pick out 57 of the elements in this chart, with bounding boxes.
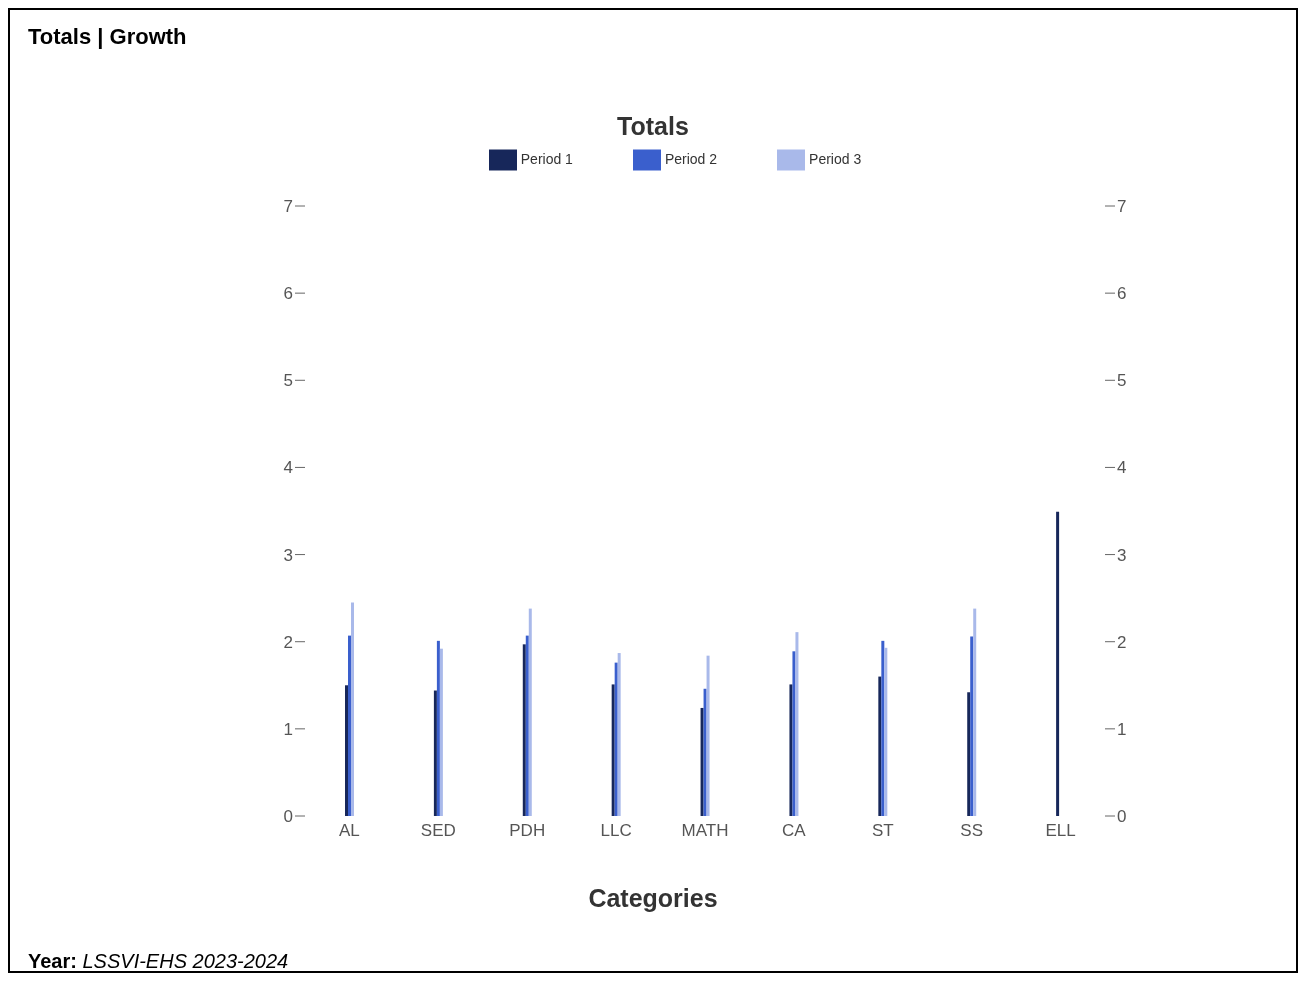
bar xyxy=(706,655,710,816)
bar xyxy=(700,707,704,816)
bar xyxy=(795,632,799,816)
y-tick-label: 3 xyxy=(283,545,293,565)
bar xyxy=(525,635,529,816)
bar xyxy=(522,644,526,816)
bar xyxy=(967,692,971,816)
x-axis-title: Categories xyxy=(587,884,719,913)
y2-tick-label: 2 xyxy=(1117,632,1127,652)
bar xyxy=(617,653,621,816)
bar xyxy=(351,602,354,816)
y-tick-label: 7 xyxy=(283,197,293,217)
x-tick-label: MATH xyxy=(681,821,729,841)
y-tick-label: 6 xyxy=(283,284,293,304)
text: Year: LSSVI-EHS 2023-2024 xyxy=(28,950,289,972)
bar xyxy=(614,662,618,816)
bar xyxy=(436,640,440,816)
bar xyxy=(970,636,974,816)
y-tick-label: 2 xyxy=(283,632,293,652)
bar xyxy=(789,684,793,816)
x-tick-label: PDH xyxy=(509,821,546,841)
x-tick-label: CA xyxy=(782,821,807,841)
bar xyxy=(348,635,351,816)
y-tick-label: 0 xyxy=(283,807,293,827)
y-tick-label: 5 xyxy=(283,371,293,391)
y2-tick-label: 6 xyxy=(1117,284,1127,304)
x-tick-label: AL xyxy=(339,821,360,841)
x-tick-label: ST xyxy=(871,821,894,841)
legend-label: Period 2 xyxy=(664,150,718,167)
y2-tick-label: 0 xyxy=(1117,807,1127,827)
bar xyxy=(1056,511,1060,816)
text: Totals | Growth xyxy=(28,24,187,50)
bar xyxy=(973,608,977,816)
bar xyxy=(611,684,615,816)
bar xyxy=(884,647,888,816)
x-tick-label: ELL xyxy=(1045,821,1076,841)
chart-subtitle: Totals xyxy=(616,112,690,141)
bar xyxy=(528,608,532,816)
x-tick-label: SED xyxy=(420,821,456,841)
legend-label: Period 3 xyxy=(809,150,862,167)
y2-tick-label: 4 xyxy=(1117,458,1127,478)
x-tick-label: SS xyxy=(960,821,984,841)
legend-label: Period 1 xyxy=(520,150,573,167)
x-tick-label: LLC xyxy=(600,821,632,841)
y-tick-label: 1 xyxy=(283,719,293,739)
y2-tick-label: 7 xyxy=(1117,197,1127,217)
y2-tick-label: 3 xyxy=(1117,545,1127,565)
y2-tick-label: 5 xyxy=(1117,371,1127,391)
bar xyxy=(878,676,882,816)
y-tick-label: 4 xyxy=(283,458,293,478)
bar xyxy=(792,651,796,816)
y2-tick-label: 1 xyxy=(1117,719,1127,739)
bar xyxy=(439,648,443,816)
bar xyxy=(703,688,707,816)
bar xyxy=(433,690,437,816)
bar xyxy=(345,685,348,816)
bar xyxy=(881,640,885,816)
